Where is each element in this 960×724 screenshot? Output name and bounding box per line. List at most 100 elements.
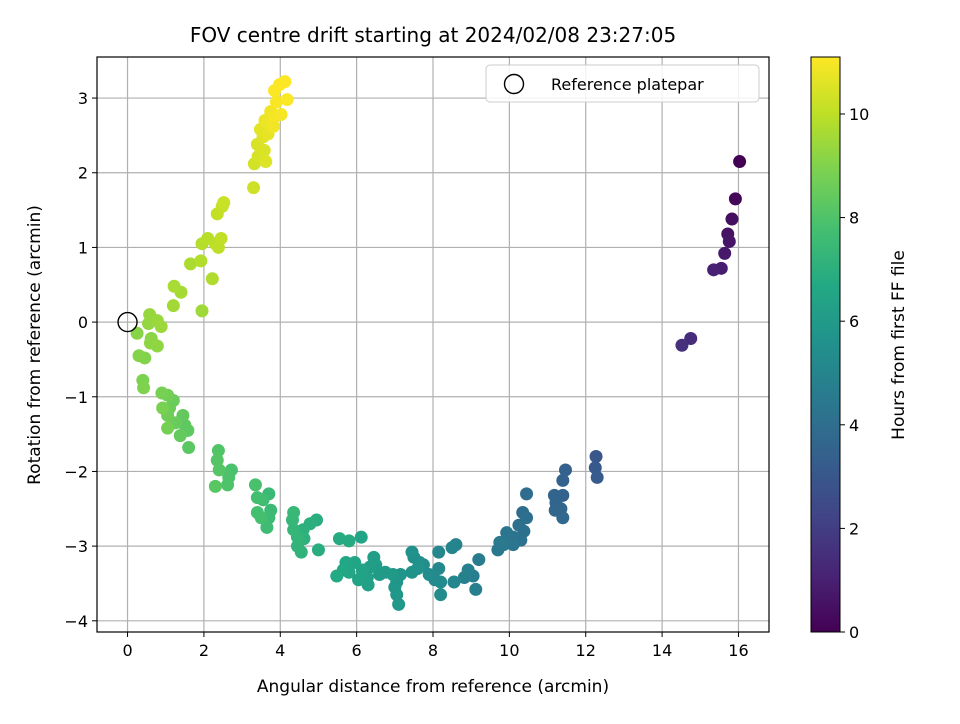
data-point: [205, 272, 219, 286]
data-point: [130, 326, 144, 340]
data-point: [733, 155, 747, 169]
data-point: [520, 487, 534, 501]
data-point: [392, 597, 406, 611]
data-point: [259, 155, 273, 169]
data-point: [212, 463, 226, 477]
data-point: [728, 192, 742, 206]
data-point: [472, 553, 486, 567]
data-point: [290, 539, 304, 553]
data-point: [269, 95, 283, 109]
data-point: [588, 461, 602, 475]
colorbar-tick-label: 6: [849, 312, 859, 331]
colorbar-tick-label: 8: [849, 209, 859, 228]
data-point: [287, 523, 301, 537]
data-point: [722, 234, 736, 248]
colorbar-ticks: 0 2 4 6 8 10: [840, 105, 869, 642]
data-point: [434, 575, 448, 589]
y-axis-label: Rotation from reference (arcmin): [25, 205, 45, 485]
data-point: [161, 421, 175, 435]
data-point: [194, 254, 208, 268]
y-tick-label: 3: [78, 89, 88, 108]
data-points: [130, 75, 747, 611]
x-tick-label: 4: [275, 641, 285, 660]
data-point: [274, 108, 288, 121]
y-tick-label: 2: [78, 164, 88, 183]
data-point: [211, 444, 225, 458]
chart-title: FOV centre drift starting at 2024/02/08 …: [190, 23, 676, 47]
data-point: [707, 263, 721, 277]
data-point: [432, 562, 446, 576]
x-axis-label: Angular distance from reference (arcmin): [257, 677, 609, 697]
data-point: [278, 75, 292, 89]
data-point: [247, 181, 261, 195]
y-tick-label: −1: [64, 388, 88, 407]
data-point: [214, 231, 228, 245]
data-point: [195, 304, 209, 318]
x-axis-ticks: 0 2 4 6 8 10 12 14 16: [122, 632, 749, 660]
data-point: [405, 545, 419, 559]
x-tick-label: 10: [499, 641, 519, 660]
data-point: [254, 511, 268, 525]
data-point: [590, 470, 604, 484]
data-point: [287, 506, 301, 520]
y-axis-ticks: −4 −3 −2 −1 0 1 2 3: [64, 89, 97, 631]
y-tick-label: −3: [64, 537, 88, 556]
data-point: [208, 479, 222, 493]
x-tick-label: 16: [728, 641, 748, 660]
x-tick-label: 0: [122, 641, 132, 660]
legend: Reference platepar: [485, 64, 760, 103]
y-tick-label: −2: [64, 462, 88, 481]
data-point: [250, 491, 264, 505]
data-point: [361, 578, 375, 592]
x-tick-label: 12: [576, 641, 596, 660]
data-point: [332, 532, 346, 546]
data-point: [280, 93, 294, 107]
data-point: [405, 565, 419, 579]
data-point: [248, 478, 262, 492]
data-point: [184, 257, 198, 271]
colorbar-tick-label: 10: [849, 105, 869, 124]
colorbar-gradient: [810, 56, 841, 633]
data-point: [167, 279, 181, 293]
legend-entry-label: Reference platepar: [551, 75, 704, 94]
data-point: [155, 386, 169, 400]
data-point: [352, 573, 366, 587]
data-point: [432, 545, 446, 559]
data-point: [330, 569, 344, 583]
data-point: [210, 453, 224, 467]
data-point: [422, 568, 436, 581]
data-point: [154, 320, 168, 334]
reference-platepar-marker: [117, 311, 138, 333]
colorbar-tick-label: 2: [849, 519, 859, 538]
data-point: [257, 143, 271, 157]
x-tick-label: 6: [352, 641, 362, 660]
data-point: [311, 543, 325, 557]
data-point: [684, 332, 698, 346]
data-point: [390, 588, 404, 602]
data-point: [132, 349, 146, 363]
data-point: [173, 429, 187, 443]
data-point: [156, 401, 170, 415]
data-point: [506, 538, 520, 552]
colorbar-label: Hours from first FF file: [889, 250, 909, 440]
y-tick-label: 1: [78, 238, 88, 257]
x-tick-label: 2: [199, 641, 209, 660]
data-point: [493, 535, 507, 549]
data-point: [182, 441, 196, 455]
data-point: [725, 212, 739, 226]
data-point: [718, 246, 732, 260]
data-point: [217, 196, 231, 210]
legend-box: [485, 64, 760, 103]
data-point: [500, 526, 514, 540]
data-point: [469, 582, 483, 596]
colorbar: 0 2 4 6 8 10 Hours from first FF file: [810, 56, 909, 642]
x-tick-label: 14: [652, 641, 672, 660]
data-point: [150, 339, 164, 353]
data-point: [556, 473, 570, 487]
data-point: [558, 463, 572, 477]
data-point: [137, 381, 151, 395]
data-point: [166, 299, 180, 313]
legend-marker-open-circle: [503, 73, 525, 95]
grid-lines: [97, 57, 769, 632]
